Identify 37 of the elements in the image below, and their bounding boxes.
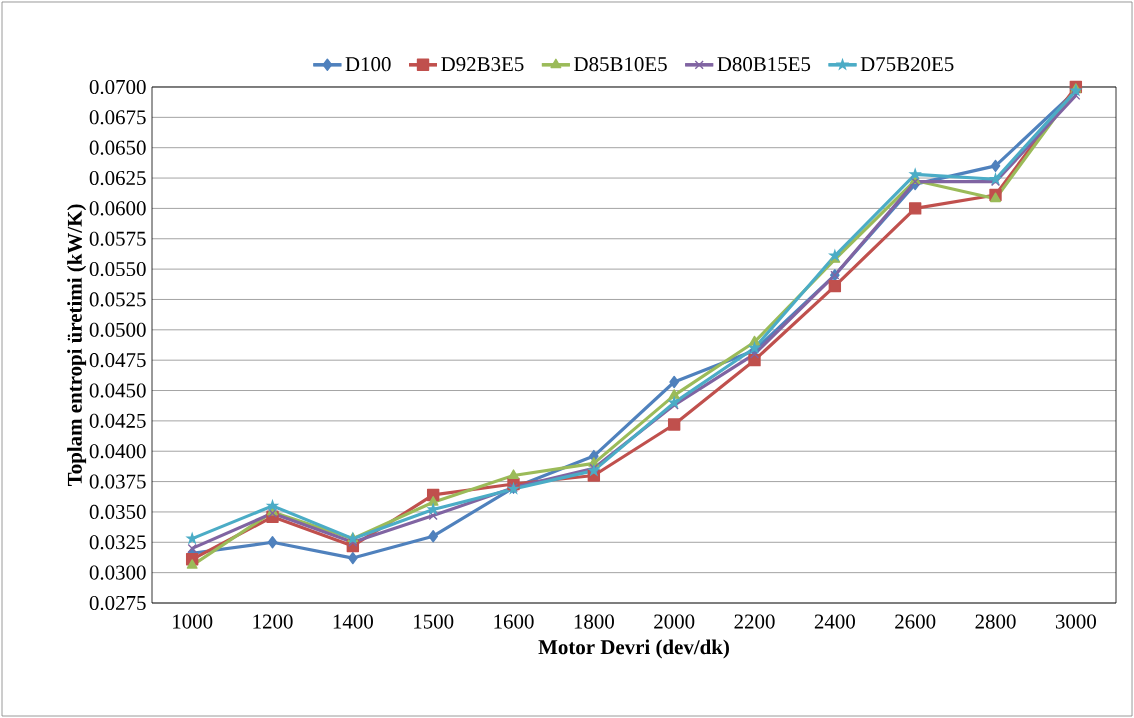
legend-label: D100 [345,57,391,72]
x-axis-title: Motor Devri (dev/dk) [538,639,729,659]
x-tick-label: 1200 [253,614,293,629]
legend-label: D75B20E5 [860,57,954,72]
legend-label: D85B10E5 [574,57,667,72]
x-tick-label: 1800 [574,614,614,629]
y-tick-label: 0.0500 [89,322,146,337]
x-tick-label: 2200 [734,614,775,629]
y-tick-label: 0.0600 [89,201,146,216]
y-tick-label: 0.0400 [89,444,146,459]
x-tick-label: 1400 [333,614,373,629]
y-tick-label: 0.0350 [89,504,146,520]
x-tick-label: 2400 [814,614,855,629]
y-tick-label: 0.0675 [89,110,146,125]
legend-label: D92B3E5 [441,57,524,72]
y-tick-label: 0.0575 [89,231,146,246]
y-tick-label: 0.0700 [89,79,146,95]
x-tick-label: 1000 [173,614,213,629]
x-tick-label: 2000 [654,614,695,629]
y-tick-label: 0.0450 [89,383,146,398]
y-tick-label: 0.0475 [89,353,146,368]
x-tick-label: 1600 [494,614,534,629]
x-tick-label: 1500 [414,614,454,629]
y-tick-label: 0.0650 [89,140,146,155]
y-tick-label: 0.0425 [89,413,146,428]
y-tick-label: 0.0550 [89,262,146,277]
y-tick-label: 0.0300 [89,565,146,580]
legend-label: D80B15E5 [717,57,811,72]
y-tick-label: 0.0275 [89,595,146,611]
y-tick-label: 0.0525 [89,292,146,307]
y-tick-label: 0.0625 [89,170,146,186]
x-tick-label: 3000 [1055,614,1096,629]
y-tick-label: 0.0375 [89,474,146,489]
x-tick-label: 2600 [895,614,936,629]
x-tick-label: 2800 [975,614,1016,629]
y-tick-label: 0.0325 [89,535,146,550]
y-axis-title: Toplam entropi üretimi (kW/K) [67,204,87,486]
